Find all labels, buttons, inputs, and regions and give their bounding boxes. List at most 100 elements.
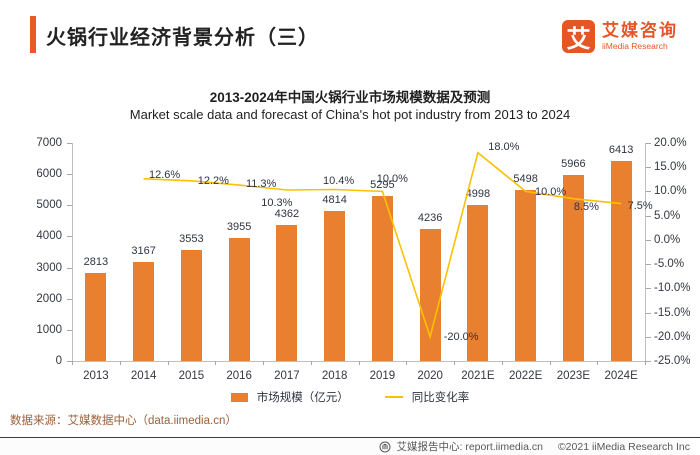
legend-line-label: 同比变化率: [411, 392, 470, 404]
x-axis-tick: [215, 361, 217, 365]
bar-value-label: 2813: [83, 256, 109, 269]
y-axis-left-tick: [67, 298, 72, 300]
chart-title-cn: 2013-2024年中国火锅行业市场规模数据及预测: [209, 90, 491, 105]
iimedia-logo: 艾 艾媒咨询 iiMedia Research: [562, 20, 678, 53]
x-axis-label: 2023E: [556, 370, 590, 382]
y-axis-right-tick: [646, 361, 651, 362]
x-axis-tick: [454, 361, 455, 365]
y-axis-left-tick: [67, 267, 72, 269]
bar-value-label: 4236: [417, 212, 443, 225]
line-point-label: 10.0%: [376, 173, 408, 186]
y-axis-left-tick: [67, 329, 72, 331]
y-axis-left-label: 1000: [36, 323, 62, 336]
y-axis-left-label: 6000: [36, 168, 62, 181]
chart-title-en: Market scale data and forecast of China'…: [129, 107, 571, 122]
x-axis-tick: [358, 361, 360, 365]
y-axis-right-label: 5.0%: [654, 209, 681, 222]
x-axis-label: 2013: [83, 370, 109, 382]
line-point-label: 11.3%: [245, 178, 277, 191]
y-axis-left-tick: [67, 143, 72, 144]
legend-bar-label: 市场规模（亿元）: [256, 392, 349, 404]
bar: [324, 211, 346, 361]
x-axis-label: 2020: [417, 370, 443, 382]
legend-line-swatch-icon: [384, 396, 403, 398]
footer-report-center[interactable]: 艾媒报告中心: report.iimedia.cn: [396, 441, 543, 453]
x-axis-label: 2024E: [604, 370, 638, 382]
line-point-label: 12.2%: [197, 174, 229, 187]
chart-legend: 市场规模（亿元） 同比变化率: [0, 389, 700, 405]
y-axis-right-label: -25.0%: [654, 355, 691, 367]
x-axis-tick: [597, 361, 599, 365]
y-axis-right-label: 10.0%: [654, 185, 687, 198]
y-axis-left-label: 2000: [36, 292, 62, 305]
x-axis-tick: [119, 361, 121, 365]
y-axis-right-tick: [646, 191, 651, 193]
y-axis-left-tick: [67, 361, 72, 362]
data-source-note: 数据来源：艾媒数据中心（data.iimedia.cn）: [10, 415, 237, 427]
y-axis-left-label: 3000: [36, 261, 62, 274]
x-axis-label: 2021E: [461, 370, 495, 382]
bar: [228, 237, 250, 361]
y-axis-left-label: 4000: [36, 230, 62, 243]
legend-bar-swatch-icon: [230, 392, 248, 402]
bar-value-label: 4362: [274, 208, 300, 221]
y-axis-right-label: 20.0%: [654, 137, 687, 149]
line-point-label: 10.3%: [261, 196, 293, 209]
y-axis-right-tick: [646, 336, 651, 338]
bar: [180, 250, 202, 361]
logo-name-en: iiMedia Research: [602, 41, 668, 52]
x-axis-tick: [549, 361, 551, 365]
x-axis-tick: [167, 361, 169, 365]
x-axis-label: 2019: [369, 370, 396, 382]
x-axis-label: 2017: [274, 370, 300, 382]
x-axis-label: 2014: [130, 370, 157, 382]
line-point-label: 10.0%: [535, 186, 567, 199]
x-axis-tick: [406, 361, 408, 365]
x-axis-tick: [310, 361, 312, 365]
y-axis-right-tick: [646, 143, 651, 144]
bar-value-label: 4814: [322, 194, 347, 207]
line-point-label: -20.0%: [443, 330, 479, 343]
bar: [515, 189, 537, 361]
y-axis-left-line: [72, 143, 73, 361]
line-point-label: 8.5%: [573, 200, 599, 213]
y-axis-right-line: [645, 143, 646, 361]
footer-bar: 艾媒报告中心: report.iimedia.cn ©2021 iiMedia …: [0, 438, 690, 455]
y-axis-left-tick: [67, 236, 72, 238]
x-axis-tick: [501, 361, 503, 365]
x-axis-tick: [72, 361, 73, 365]
y-axis-right-tick: [646, 288, 651, 290]
line-point-label: 18.0%: [488, 140, 520, 153]
bar-value-label: 4998: [465, 188, 491, 201]
y-axis-right-tick: [646, 264, 651, 266]
y-axis-right-label: -10.0%: [654, 282, 691, 295]
x-axis-label: 2015: [178, 370, 205, 382]
x-axis-label: 2022E: [508, 370, 543, 382]
line-point-label: 10.4%: [323, 174, 355, 187]
bar: [371, 196, 393, 361]
x-axis-label: 2016: [226, 370, 252, 382]
y-axis-right-label: -20.0%: [654, 330, 691, 343]
y-axis-left-tick: [67, 205, 72, 207]
line-point-label: 7.5%: [627, 199, 653, 212]
bar: [610, 161, 632, 361]
report-center-icon: [379, 441, 391, 452]
footer-copyright: ©2021 iiMedia Research Inc: [557, 440, 690, 453]
y-axis-right-tick: [646, 312, 651, 314]
line-point-label: 12.6%: [149, 168, 181, 181]
bar-value-label: 5966: [561, 158, 586, 171]
bar-value-label: 5498: [513, 172, 538, 185]
bar-value-label: 6413: [608, 144, 634, 157]
y-axis-left-label: 0: [55, 355, 62, 367]
y-axis-right-label: -5.0%: [654, 258, 685, 271]
bar: [133, 262, 155, 361]
page-title: 火锅行业经济背景分析（三）: [46, 27, 319, 49]
y-axis-left-tick: [67, 174, 72, 176]
bar: [85, 273, 107, 361]
y-axis-left-label: 5000: [36, 199, 62, 212]
y-axis-right-tick: [646, 167, 651, 169]
bar-value-label: 3553: [179, 233, 204, 246]
bar-value-label: 3955: [226, 220, 252, 233]
